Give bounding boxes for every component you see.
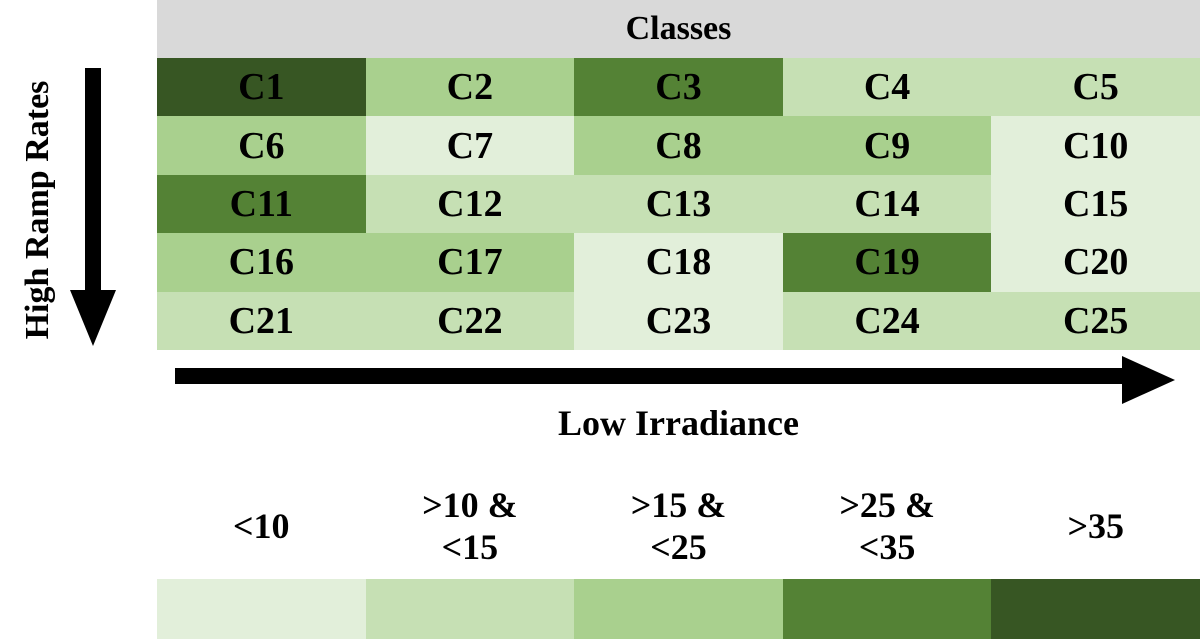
class-cell: C24 bbox=[782, 291, 992, 350]
class-cell: C8 bbox=[574, 116, 783, 175]
legend-range-label: >15 & <25 bbox=[574, 476, 783, 576]
legend-range-label: >35 bbox=[991, 476, 1200, 576]
legend-range-line: >15 & bbox=[630, 485, 727, 525]
legend-swatch bbox=[782, 579, 992, 639]
legend-swatch bbox=[157, 579, 366, 639]
legend-range-line: >35 bbox=[1067, 506, 1124, 546]
class-cell: C18 bbox=[574, 233, 783, 292]
class-cell: C7 bbox=[365, 116, 575, 175]
class-cell: C1 bbox=[157, 58, 366, 117]
class-cell: C6 bbox=[157, 116, 366, 175]
class-cell: C21 bbox=[157, 291, 366, 350]
legend-swatch bbox=[574, 579, 783, 639]
class-grid: C1 C2 C3 C4 C5 C6 C7 C8 C9 C10 C11 C12 C13 C14 C15 C16 C… bbox=[157, 58, 1200, 350]
legend-range-label: >25 & <35 bbox=[783, 476, 992, 576]
legend-color-bar bbox=[157, 579, 1200, 639]
legend-range-label: <10 bbox=[157, 476, 366, 576]
legend-range-line: <25 bbox=[650, 527, 707, 567]
class-cell: C13 bbox=[574, 174, 783, 234]
class-cell: C16 bbox=[157, 233, 366, 292]
down-arrow-icon bbox=[70, 68, 116, 346]
right-arrow-icon bbox=[175, 356, 1175, 404]
class-cell: C5 bbox=[991, 58, 1200, 117]
legend-range-label: >10 & <15 bbox=[366, 476, 575, 576]
legend-range-line: <15 bbox=[441, 527, 499, 567]
legend-swatch bbox=[365, 579, 575, 639]
class-cell: C23 bbox=[574, 291, 783, 350]
class-cell: C17 bbox=[365, 233, 575, 292]
legend-range-line: <10 bbox=[233, 506, 290, 546]
class-cell: C10 bbox=[991, 116, 1200, 175]
x-axis-label: Low Irradiance bbox=[558, 403, 799, 443]
legend-labels: <10 >10 & <15 >15 & <25 >25 & <35 >35 bbox=[157, 476, 1200, 576]
class-cell: C2 bbox=[365, 58, 575, 117]
classes-header: Classes bbox=[157, 0, 1200, 58]
legend-swatch bbox=[991, 579, 1200, 639]
class-cell: C14 bbox=[782, 174, 992, 234]
legend-range-line: >25 & bbox=[839, 485, 935, 525]
class-cell: C4 bbox=[782, 58, 992, 117]
class-cell: C12 bbox=[365, 174, 575, 234]
class-cell: C15 bbox=[991, 174, 1200, 234]
class-cell: C11 bbox=[157, 174, 366, 234]
class-cell: C19 bbox=[782, 233, 992, 292]
class-cell: C22 bbox=[365, 291, 575, 350]
class-cell: C9 bbox=[782, 116, 992, 175]
legend-range-line: <35 bbox=[858, 527, 916, 567]
class-cell: C20 bbox=[991, 233, 1200, 292]
classes-header-title: Classes bbox=[625, 10, 732, 47]
class-cell: C25 bbox=[991, 291, 1200, 350]
legend-range-line: >10 & bbox=[422, 485, 518, 525]
class-cell: C3 bbox=[574, 58, 783, 117]
